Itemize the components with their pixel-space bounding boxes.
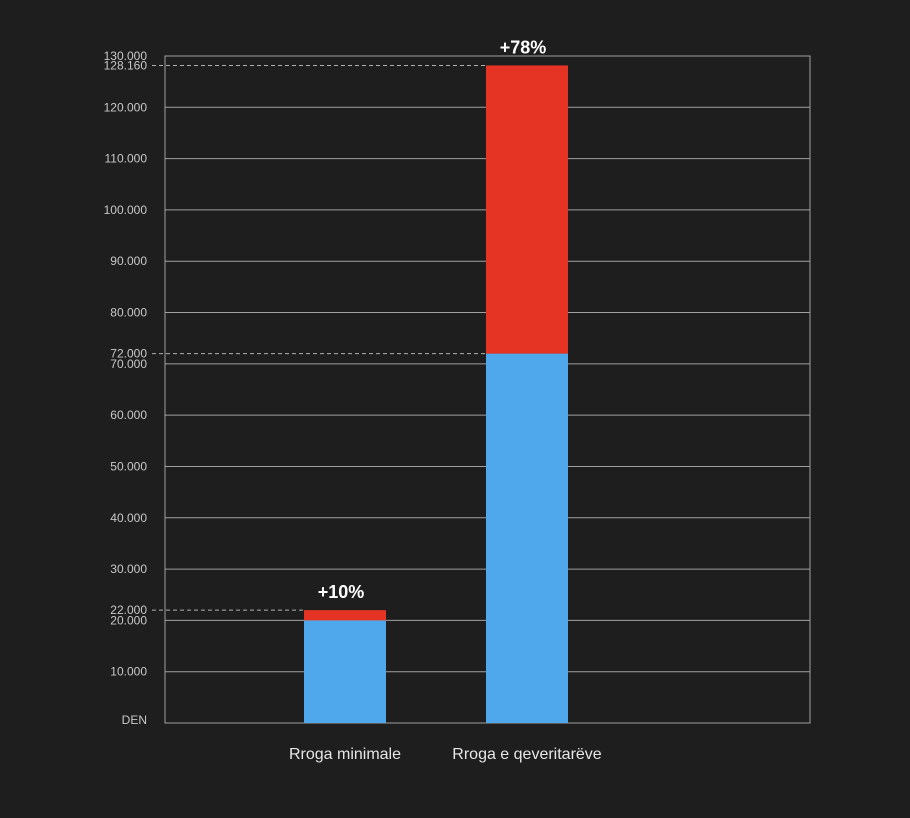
- y-tick-label: 100.000: [104, 203, 148, 217]
- y-tick-label: 130.000: [104, 49, 148, 63]
- bar-segment: [304, 620, 386, 723]
- y-axis-labels: DEN 10.000 20.000 30.000 40.000 50.000 60.000…: [104, 49, 148, 727]
- y-tick-label: 80.000: [110, 306, 147, 320]
- y-tick-label: 40.000: [110, 511, 147, 525]
- reference-lines: [152, 64, 486, 611]
- labels: Rroga minimale +10% Rroga e qeveritarëve +7…: [289, 37, 602, 763]
- y-tick-label: 90.000: [110, 254, 147, 268]
- percent-annotation: +78%: [500, 37, 547, 57]
- category-label: Rroga e qeveritarëve: [452, 746, 602, 763]
- reference-label: 128.160: [104, 58, 148, 72]
- bars: [304, 65, 568, 723]
- bar-segment: [486, 65, 568, 354]
- y-tick-label: 110.000: [105, 152, 148, 166]
- y-unit-label: DEN: [122, 713, 147, 727]
- category-label: Rroga minimale: [289, 746, 401, 763]
- reference-label: 72.000: [110, 347, 147, 361]
- y-tick-label: 50.000: [110, 459, 147, 473]
- y-tick-label: 10.000: [110, 665, 147, 679]
- y-tick-label: 60.000: [110, 408, 147, 422]
- y-tick-label: 70.000: [110, 357, 147, 371]
- y-tick-label: 30.000: [110, 562, 147, 576]
- reference-label: 22.000: [110, 603, 147, 617]
- bar-segment: [486, 353, 568, 723]
- percent-annotation: +10%: [318, 582, 365, 602]
- bar-segment: [304, 610, 386, 621]
- y-tick-label: 20.000: [110, 613, 147, 627]
- y-tick-label: 120.000: [104, 100, 148, 114]
